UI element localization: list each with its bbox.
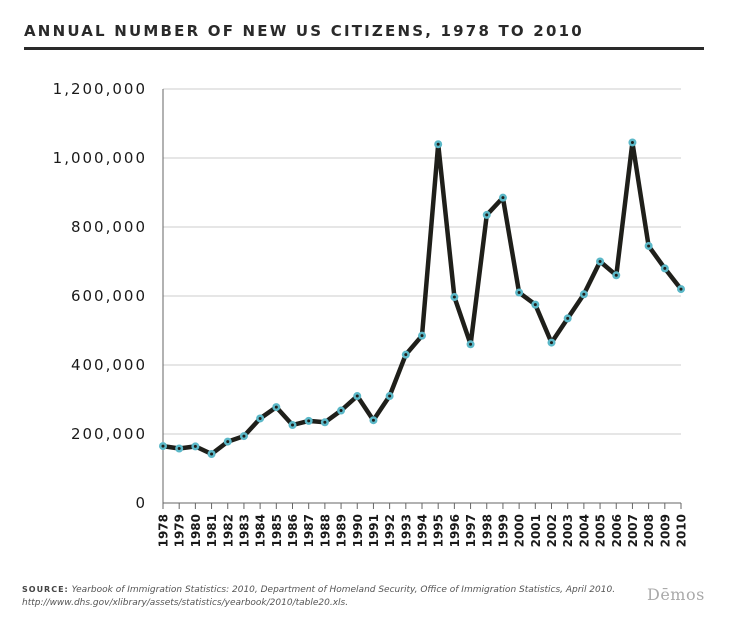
data-point-center <box>452 295 456 299</box>
y-tick-label: 400,000 <box>71 356 147 374</box>
data-point-center <box>533 303 537 307</box>
series-line-0 <box>160 140 684 457</box>
data-point-center <box>291 423 294 427</box>
x-tick-label: 1991 <box>367 514 381 547</box>
data-point-center <box>598 260 602 263</box>
data-point-center <box>679 287 683 291</box>
x-tick-label: 2007 <box>626 514 640 547</box>
data-point-center <box>323 420 327 424</box>
source-note: SOURCE: Yearbook of Immigration Statisti… <box>22 583 632 610</box>
x-tick-label: 1997 <box>464 514 478 547</box>
data-point-center <box>177 446 181 450</box>
x-tick-label: 1978 <box>157 514 171 547</box>
x-tick-label: 2010 <box>675 514 689 547</box>
data-point-center <box>566 316 570 320</box>
chart-title: ANNUAL NUMBER OF NEW US CITIZENS, 1978 T… <box>24 22 584 40</box>
data-point-center <box>614 273 618 277</box>
x-tick-label: 1996 <box>448 514 462 547</box>
x-tick-label: 1988 <box>318 514 332 547</box>
data-point-center <box>210 452 214 456</box>
x-tick-label: 1987 <box>302 514 316 547</box>
y-tick-labels: 0 200,000 400,000 600,000 800,000 1,000,000 1,… <box>53 80 147 512</box>
data-point-center <box>161 444 165 448</box>
title-rule <box>24 47 704 50</box>
y-tick-label: 1,200,000 <box>53 80 147 98</box>
data-point-center <box>436 142 440 146</box>
x-tick-label: 2006 <box>610 514 624 547</box>
y-tick-label: 200,000 <box>71 425 147 443</box>
data-point-center <box>663 266 667 270</box>
x-tick-label: 2003 <box>561 514 575 547</box>
data-point-center <box>274 405 278 409</box>
series-line <box>160 140 684 457</box>
x-tick-label: 2009 <box>658 514 672 547</box>
data-points <box>159 138 685 459</box>
axes <box>162 89 682 509</box>
data-point-center <box>339 409 343 413</box>
x-tick-label: 2001 <box>529 514 543 547</box>
data-point-center <box>355 394 359 398</box>
x-tick-label: 2002 <box>545 514 559 547</box>
data-point-center <box>404 353 408 357</box>
x-tick-label: 1982 <box>221 514 235 547</box>
data-point-center <box>307 419 311 423</box>
data-point-center <box>630 140 634 144</box>
x-tick-label: 1980 <box>189 514 203 547</box>
x-tick-label: 2004 <box>577 514 591 547</box>
demos-logo: Dēmos <box>647 585 705 604</box>
x-tick-label: 1981 <box>205 514 219 547</box>
x-tick-label: 1979 <box>173 514 187 547</box>
data-point-center <box>550 341 553 345</box>
x-tick-label: 1986 <box>286 514 300 547</box>
data-point-center <box>388 394 392 398</box>
x-tick-label: 1999 <box>496 514 510 547</box>
data-point-center <box>485 213 489 217</box>
x-tick-label: 2008 <box>642 514 656 547</box>
data-point-center <box>647 244 651 248</box>
source-label: SOURCE: <box>22 585 69 594</box>
y-tick-label: 0 <box>135 494 147 512</box>
data-point-center <box>469 342 473 346</box>
x-tick-label: 1995 <box>432 514 446 547</box>
data-point-center <box>242 434 246 438</box>
data-point-center <box>582 292 586 296</box>
x-tick-label: 1998 <box>480 514 494 547</box>
data-point-center <box>258 416 262 420</box>
source-url: http://www.dhs.gov/xlibrary/assets/stati… <box>22 598 349 608</box>
source-text: Yearbook of Immigration Statistics: 2010… <box>71 585 616 595</box>
data-point-center <box>501 196 505 200</box>
data-point-center <box>193 444 197 448</box>
data-point-center <box>420 334 424 338</box>
x-tick-label: 1994 <box>416 514 430 547</box>
x-tick-label: 1983 <box>237 514 251 547</box>
x-tick-label: 1989 <box>335 514 349 547</box>
x-tick-labels: 1978 1979 1980 1981 1982 1983 1984 1985 1986 1987… <box>157 514 689 547</box>
data-point-center <box>226 440 230 444</box>
x-tick-label: 2005 <box>594 514 608 547</box>
data-point-center <box>517 291 521 295</box>
x-tick-label: 1985 <box>270 514 284 547</box>
x-tick-label: 1984 <box>254 514 268 547</box>
x-tick-label: 1993 <box>399 514 413 547</box>
data-point-center <box>371 418 375 422</box>
x-tick-label: 1990 <box>351 514 365 547</box>
x-tick-label: 2000 <box>513 514 527 547</box>
y-tick-label: 800,000 <box>71 218 147 236</box>
y-tick-label: 600,000 <box>71 287 147 305</box>
grid-lines <box>163 88 681 435</box>
x-tick-label: 1992 <box>383 514 397 547</box>
y-tick-label: 1,000,000 <box>53 149 147 167</box>
